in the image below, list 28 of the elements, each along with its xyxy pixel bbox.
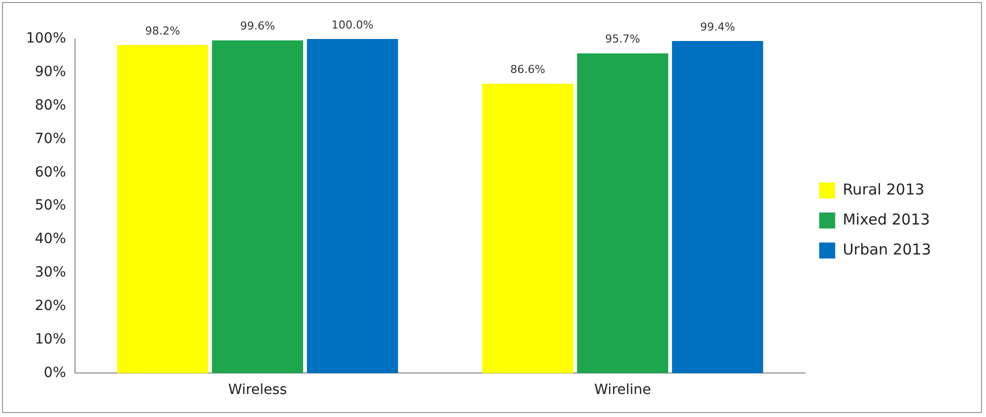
data-label: 98.2% — [145, 24, 180, 38]
bar — [672, 41, 764, 374]
bar — [117, 45, 208, 374]
legend-label: Mixed 2013 — [842, 210, 930, 228]
y-tick-label: 30% — [34, 264, 66, 281]
y-tick-label: 80% — [34, 97, 66, 114]
y-tick-label: 100% — [26, 30, 66, 47]
y-tick-label: 70% — [34, 130, 66, 147]
bar — [577, 53, 668, 374]
y-tick-label: 10% — [34, 331, 66, 348]
legend-label: Rural 2013 — [842, 180, 924, 198]
bar — [212, 40, 304, 374]
y-tick-label: 40% — [34, 231, 66, 248]
data-label: 100.0% — [332, 18, 374, 32]
legend-label: Urban 2013 — [842, 240, 932, 258]
data-label: 86.6% — [510, 63, 546, 76]
x-tick-label: Wireline — [594, 382, 652, 398]
data-label: 99.6% — [240, 20, 276, 33]
y-tick-label: 60% — [34, 164, 66, 180]
bar — [482, 84, 574, 374]
y-tick-label: 90% — [34, 64, 66, 80]
y-tick-label: 50% — [34, 198, 66, 214]
x-tick-label: Wireless — [228, 382, 287, 398]
bar — [306, 39, 398, 374]
data-label: 99.4% — [700, 20, 736, 34]
y-tick-label: 20% — [34, 298, 66, 314]
data-label: 95.7% — [605, 32, 640, 46]
y-tick-label: 0% — [44, 364, 66, 381]
